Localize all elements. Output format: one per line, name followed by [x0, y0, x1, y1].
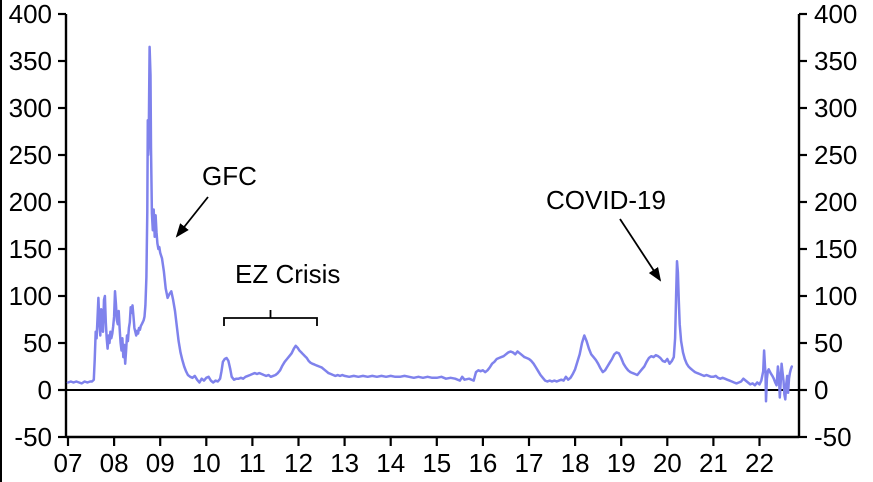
- y-tick-label-right: 100: [814, 281, 857, 311]
- x-tick-label: 15: [422, 448, 451, 478]
- x-tick-label: 09: [146, 448, 175, 478]
- series-line: [66, 45, 794, 403]
- y-tick-label-right: 350: [814, 46, 857, 76]
- y-tick-label-left: 300: [9, 93, 52, 123]
- x-tick-label: 12: [284, 448, 313, 478]
- x-tick-label: 21: [699, 448, 728, 478]
- y-tick-label-right: 150: [814, 234, 857, 264]
- x-tick-label: 20: [653, 448, 682, 478]
- y-tick-label-left: 400: [9, 0, 52, 29]
- y-tick-label-left: 150: [9, 234, 52, 264]
- x-tick-label: 13: [330, 448, 359, 478]
- y-tick-label-left: 50: [23, 328, 52, 358]
- x-tick-label: 07: [54, 448, 83, 478]
- annotation-covid-19-label: COVID-19: [546, 185, 666, 215]
- annotation-ez-crisis-label: EZ Crisis: [235, 259, 341, 289]
- y-tick-label-right: 400: [814, 0, 857, 29]
- y-tick-label-left: 0: [38, 375, 52, 405]
- x-tick-label: 08: [100, 448, 129, 478]
- y-tick-label-right: 300: [814, 93, 857, 123]
- y-tick-label-right: 0: [814, 375, 828, 405]
- annotation-gfc-label: GFC: [202, 161, 257, 191]
- annotation-arrow-gfc: [175, 196, 209, 238]
- x-tick-label: 17: [515, 448, 544, 478]
- x-tick-label: 14: [376, 448, 405, 478]
- y-tick-label-left: 350: [9, 46, 52, 76]
- x-tick-label: 10: [192, 448, 221, 478]
- y-tick-label-left: -50: [14, 422, 52, 452]
- y-tick-label-right: -50: [814, 422, 852, 452]
- y-tick-label-right: 50: [814, 328, 843, 358]
- y-tick-label-left: 200: [9, 187, 52, 217]
- y-tick-label-left: 100: [9, 281, 52, 311]
- y-tick-label-left: 250: [9, 140, 52, 170]
- x-tick-label: 16: [468, 448, 497, 478]
- y-tick-label-right: 250: [814, 140, 857, 170]
- annotation-bracket-ez-crisis: [223, 310, 318, 326]
- x-tick-label: 18: [561, 448, 590, 478]
- annotation-arrow-covid-19: [619, 218, 662, 282]
- y-tick-label-right: 200: [814, 187, 857, 217]
- x-tick-label: 11: [239, 448, 266, 478]
- x-tick-label: 22: [745, 448, 774, 478]
- x-tick-label: 19: [607, 448, 636, 478]
